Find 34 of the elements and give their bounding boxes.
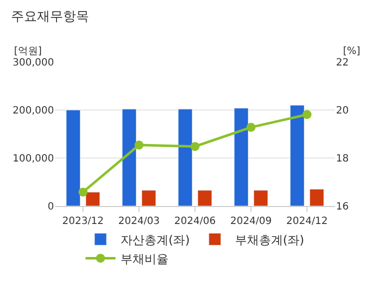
y2-tick-label: 16 — [336, 202, 349, 212]
bar — [178, 108, 192, 206]
bar — [310, 188, 324, 206]
bar — [254, 190, 268, 206]
point — [134, 140, 144, 150]
x-tick-label: 2023/12 — [62, 216, 104, 227]
y-tick-label: 300,000 — [12, 58, 54, 68]
point — [78, 188, 88, 197]
point — [302, 110, 312, 120]
bar — [142, 190, 156, 206]
bar — [290, 104, 304, 206]
bar — [86, 192, 100, 206]
bar — [198, 190, 212, 206]
legend-label: 부채총계(좌) — [234, 232, 304, 247]
y-tick-label: 100,000 — [12, 154, 54, 164]
x-tick-label: 2024/06 — [174, 216, 216, 227]
bar — [122, 108, 136, 206]
legend-label: 자산총계(좌) — [120, 232, 190, 247]
point — [246, 122, 256, 132]
bar — [234, 108, 248, 206]
chart-title: 주요재무항목 — [11, 10, 90, 24]
x-tick-label: 2024/09 — [230, 216, 272, 227]
y-tick-label: 0 — [48, 202, 54, 212]
y-axis-title: [억원] — [14, 46, 42, 57]
x-tick-label: 2024/12 — [286, 216, 328, 227]
y-tick-label: 200,000 — [12, 106, 54, 116]
bar — [66, 110, 80, 206]
x-tick-label: 2024/03 — [118, 216, 160, 227]
y2-axis-title: [%] — [343, 46, 360, 57]
legend-label: 부채비율 — [120, 252, 168, 266]
y2-tick-label: 18 — [336, 154, 349, 164]
y2-tick-label: 20 — [336, 106, 349, 116]
y2-tick-label: 22 — [336, 58, 349, 68]
point — [190, 142, 200, 151]
